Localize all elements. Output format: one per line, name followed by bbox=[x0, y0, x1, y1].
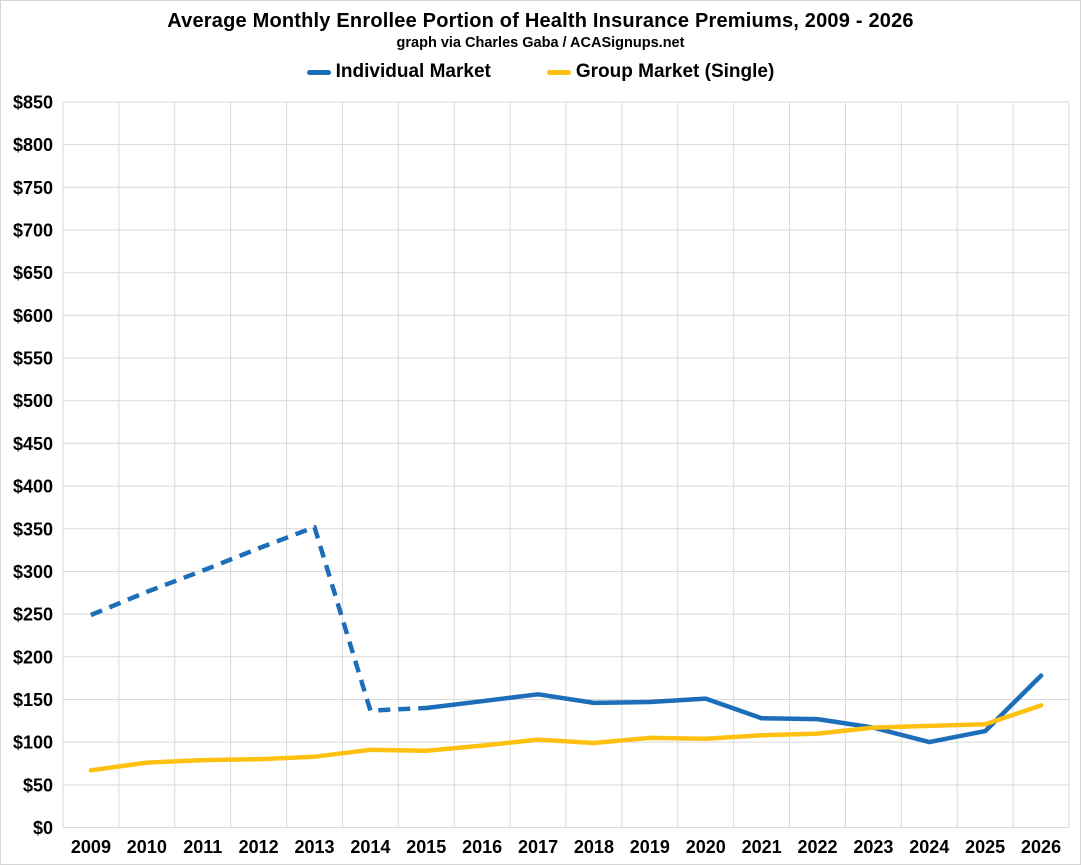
y-tick-label: $400 bbox=[13, 477, 53, 497]
legend-item-individual-market: Individual Market bbox=[306, 61, 491, 83]
y-tick-label: $550 bbox=[13, 349, 53, 369]
y-tick-label: $850 bbox=[13, 93, 53, 113]
x-tick-label: 2013 bbox=[294, 837, 334, 857]
y-tick-label: $350 bbox=[13, 519, 53, 539]
individual-market-line-swatch bbox=[306, 69, 331, 75]
group-market-line-swatch bbox=[546, 69, 571, 75]
x-tick-label: 2014 bbox=[350, 837, 390, 857]
y-tick-label: $250 bbox=[13, 605, 53, 625]
x-tick-label: 2015 bbox=[406, 837, 446, 857]
chart-subtitle: graph via Charles Gaba / ACASignups.net bbox=[396, 35, 685, 51]
legend-label-group-market: Group Market (Single) bbox=[575, 61, 775, 82]
y-tick-label: $200 bbox=[13, 647, 53, 667]
x-tick-label: 2010 bbox=[127, 837, 167, 857]
x-tick-label: 2019 bbox=[630, 837, 670, 857]
legend: Individual Market Group Market (Single) bbox=[1, 61, 1080, 83]
y-tick-label: $650 bbox=[13, 263, 53, 283]
chart-title: Average Monthly Enrollee Portion of Heal… bbox=[167, 10, 914, 32]
x-tick-label: 2018 bbox=[574, 837, 614, 857]
y-tick-label: $600 bbox=[13, 306, 53, 326]
x-tick-label: 2016 bbox=[462, 837, 502, 857]
y-tick-label: $150 bbox=[13, 690, 53, 710]
x-tick-label: 2023 bbox=[853, 837, 893, 857]
y-tick-label: $100 bbox=[13, 733, 53, 753]
x-tick-label: 2020 bbox=[686, 837, 726, 857]
y-tick-label: $700 bbox=[13, 221, 53, 241]
x-tick-label: 2017 bbox=[518, 837, 558, 857]
x-tick-label: 2024 bbox=[909, 837, 949, 857]
y-tick-label: $450 bbox=[13, 434, 53, 454]
y-tick-label: $500 bbox=[13, 391, 53, 411]
series-line-individual-market-solid bbox=[424, 673, 1044, 745]
x-tick-label: 2011 bbox=[183, 837, 222, 857]
x-tick-label: 2021 bbox=[742, 837, 782, 857]
y-tick-label: $50 bbox=[23, 775, 53, 795]
y-tick-label: $300 bbox=[13, 562, 53, 582]
x-tick-label: 2026 bbox=[1021, 837, 1061, 857]
x-tick-label: 2025 bbox=[965, 837, 1005, 857]
legend-label-individual-market: Individual Market bbox=[335, 61, 491, 82]
x-tick-label: 2012 bbox=[239, 837, 279, 857]
y-tick-label: $0 bbox=[33, 818, 53, 838]
x-tick-label: 2009 bbox=[71, 837, 111, 857]
series-line-group-market-solid bbox=[88, 703, 1044, 773]
y-tick-label: $750 bbox=[13, 178, 53, 198]
series-line-individual-market-dashed bbox=[90, 524, 427, 713]
legend-item-group-market: Group Market (Single) bbox=[546, 61, 775, 83]
x-tick-label: 2022 bbox=[797, 837, 837, 857]
y-tick-label: $800 bbox=[13, 135, 53, 155]
